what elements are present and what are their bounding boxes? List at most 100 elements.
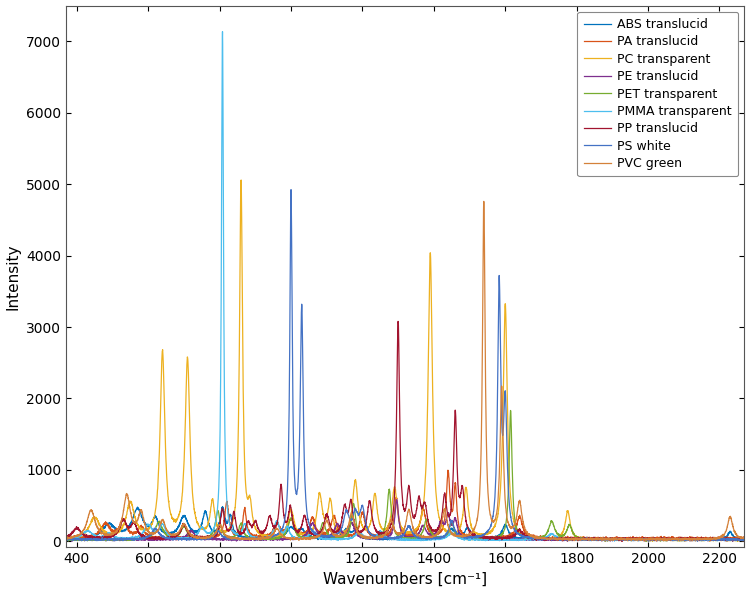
PC transparent [384,520,393,527]
ABS translucid [346,529,355,536]
PET transparent [719,536,728,543]
PA translucid [646,537,655,544]
ABS translucid [740,535,749,542]
PET transparent [554,532,563,539]
PS white [740,536,749,543]
PP translucid [686,536,694,543]
PE translucid [384,533,393,540]
PP translucid [740,536,749,543]
PC transparent [237,176,246,184]
PET transparent [740,536,749,543]
Line: PVC green: PVC green [66,201,745,541]
Line: PA translucid: PA translucid [66,470,745,540]
PC transparent [648,538,657,545]
PA translucid [740,535,749,542]
Line: PC transparent: PC transparent [66,180,745,541]
PP translucid [719,536,728,543]
PMMA transparent [610,538,619,545]
ABS translucid [384,535,393,542]
PE translucid [740,535,749,542]
PVC green [659,538,668,545]
PP translucid [554,536,563,543]
PE translucid [346,519,355,526]
ABS translucid [218,503,227,510]
PS white [686,537,694,544]
PA translucid [719,534,728,541]
ABS translucid [62,534,70,541]
Y-axis label: Intensity: Intensity [5,243,20,310]
PMMA transparent [218,28,227,35]
PE translucid [62,536,70,543]
PS white [554,535,563,542]
Line: PS white: PS white [66,189,745,541]
PET transparent [384,491,393,498]
PET transparent [686,537,694,544]
PA translucid [686,533,694,540]
PC transparent [719,535,728,542]
PS white [352,508,362,515]
ABS translucid [719,534,728,541]
PET transparent [346,517,355,525]
PE translucid [554,535,563,542]
ABS translucid [554,536,563,543]
PC transparent [62,535,70,542]
PVC green [62,535,70,542]
ABS translucid [686,535,694,542]
PC transparent [740,537,749,544]
PE translucid [392,496,401,503]
PC transparent [352,485,362,492]
PVC green [740,533,749,540]
PP translucid [618,538,627,545]
PVC green [479,198,488,205]
PA translucid [62,535,70,542]
PMMA transparent [719,536,728,543]
PE translucid [352,530,361,538]
Line: ABS translucid: ABS translucid [66,507,745,541]
PA translucid [443,466,452,474]
Line: PP translucid: PP translucid [66,321,745,541]
PMMA transparent [352,530,362,537]
PS white [693,538,702,545]
Legend: ABS translucid, PA translucid, PC transparent, PE translucid, PET transparent, P: ABS translucid, PA translucid, PC transp… [578,12,738,176]
PP translucid [346,496,355,503]
PMMA transparent [740,536,749,543]
PS white [384,534,393,541]
PVC green [554,534,563,541]
PP translucid [384,526,393,533]
PA translucid [554,534,563,541]
ABS translucid [603,538,612,545]
PS white [286,186,296,193]
PC transparent [346,511,355,519]
PA translucid [352,529,361,536]
Line: PET transparent: PET transparent [66,410,745,541]
PVC green [346,511,355,518]
PC transparent [686,535,694,542]
PP translucid [62,534,70,541]
PET transparent [62,537,70,544]
Line: PE translucid: PE translucid [66,500,745,541]
PS white [719,535,728,542]
PS white [62,535,70,542]
Line: PMMA transparent: PMMA transparent [66,31,745,541]
PVC green [686,535,694,542]
PMMA transparent [554,535,563,542]
PET transparent [352,522,361,529]
PET transparent [641,538,650,545]
PMMA transparent [686,536,694,543]
PVC green [719,531,728,538]
PVC green [352,526,361,533]
PE translucid [728,538,737,545]
PMMA transparent [346,535,355,542]
PP translucid [352,526,361,533]
PMMA transparent [384,535,393,542]
PE translucid [719,535,728,542]
ABS translucid [352,528,362,535]
PET transparent [506,407,515,414]
PS white [346,516,355,523]
PE translucid [686,538,694,545]
PP translucid [394,318,403,325]
PA translucid [384,530,393,537]
PVC green [384,524,393,531]
PMMA transparent [62,536,70,543]
PC transparent [554,533,563,540]
